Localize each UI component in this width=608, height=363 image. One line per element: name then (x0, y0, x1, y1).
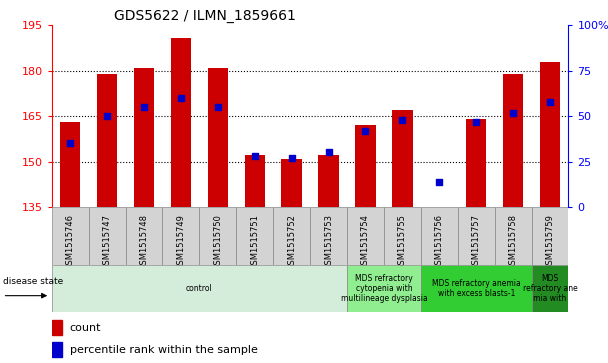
Bar (52, 320, 62, 335)
Text: GSM1515751: GSM1515751 (250, 214, 259, 270)
Bar (60, 122, 80, 207)
Text: percentile rank within the sample: percentile rank within the sample (70, 345, 258, 355)
Point (508, 110, 518, 115)
Bar (134, 68, 154, 207)
Bar (310, 207, 347, 265)
Text: MDS refractory
cytopenia with
multilineage dysplasia: MDS refractory cytopenia with multilinea… (340, 274, 427, 303)
Text: GSM1515746: GSM1515746 (66, 214, 75, 270)
Text: disease state: disease state (2, 277, 63, 286)
Bar (347, 265, 421, 312)
Point (323, 150, 333, 155)
Bar (52, 265, 347, 312)
Text: count: count (70, 323, 102, 333)
Point (398, 117, 407, 123)
Bar (282, 159, 302, 207)
Text: control: control (186, 284, 213, 293)
Bar (89, 207, 125, 265)
Bar (52, 207, 89, 265)
Text: GDS5622 / ILMN_1859661: GDS5622 / ILMN_1859661 (114, 9, 295, 23)
Bar (244, 155, 265, 207)
Text: GSM1515759: GSM1515759 (545, 214, 554, 270)
Point (287, 155, 297, 161)
Bar (458, 207, 495, 265)
Bar (384, 207, 421, 265)
Bar (392, 110, 412, 207)
Point (361, 128, 370, 134)
Point (434, 179, 444, 184)
Bar (531, 265, 568, 312)
Point (176, 95, 186, 101)
Bar (52, 342, 62, 357)
Point (139, 104, 149, 110)
Text: GSM1515747: GSM1515747 (103, 214, 111, 270)
Bar (540, 62, 560, 207)
Bar (171, 37, 191, 207)
Bar (466, 119, 486, 207)
Text: GSM1515758: GSM1515758 (509, 214, 517, 270)
Point (102, 113, 112, 119)
Bar (531, 207, 568, 265)
Text: GSM1515748: GSM1515748 (139, 214, 148, 270)
Point (213, 104, 223, 110)
Bar (97, 74, 117, 207)
Bar (421, 207, 458, 265)
Bar (319, 155, 339, 207)
Text: GSM1515757: GSM1515757 (472, 214, 481, 270)
Text: GSM1515754: GSM1515754 (361, 214, 370, 270)
Bar (208, 68, 228, 207)
Text: GSM1515749: GSM1515749 (176, 214, 185, 270)
Bar (355, 125, 376, 207)
Bar (125, 207, 162, 265)
Bar (237, 207, 273, 265)
Bar (503, 74, 523, 207)
Point (65, 140, 75, 146)
Text: MDS refractory anemia
with excess blasts-1: MDS refractory anemia with excess blasts… (432, 279, 520, 298)
Point (250, 153, 260, 159)
Text: MDS
refractory ane
mia with: MDS refractory ane mia with (523, 274, 578, 303)
Bar (495, 207, 531, 265)
Text: GSM1515755: GSM1515755 (398, 214, 407, 270)
Text: GSM1515750: GSM1515750 (213, 214, 223, 270)
Text: GSM1515756: GSM1515756 (435, 214, 444, 270)
Bar (421, 265, 531, 312)
Point (545, 99, 555, 105)
Bar (199, 207, 237, 265)
Bar (347, 207, 384, 265)
Bar (162, 207, 199, 265)
Point (471, 119, 481, 125)
Bar (273, 207, 310, 265)
Text: GSM1515753: GSM1515753 (324, 214, 333, 270)
Text: GSM1515752: GSM1515752 (287, 214, 296, 270)
